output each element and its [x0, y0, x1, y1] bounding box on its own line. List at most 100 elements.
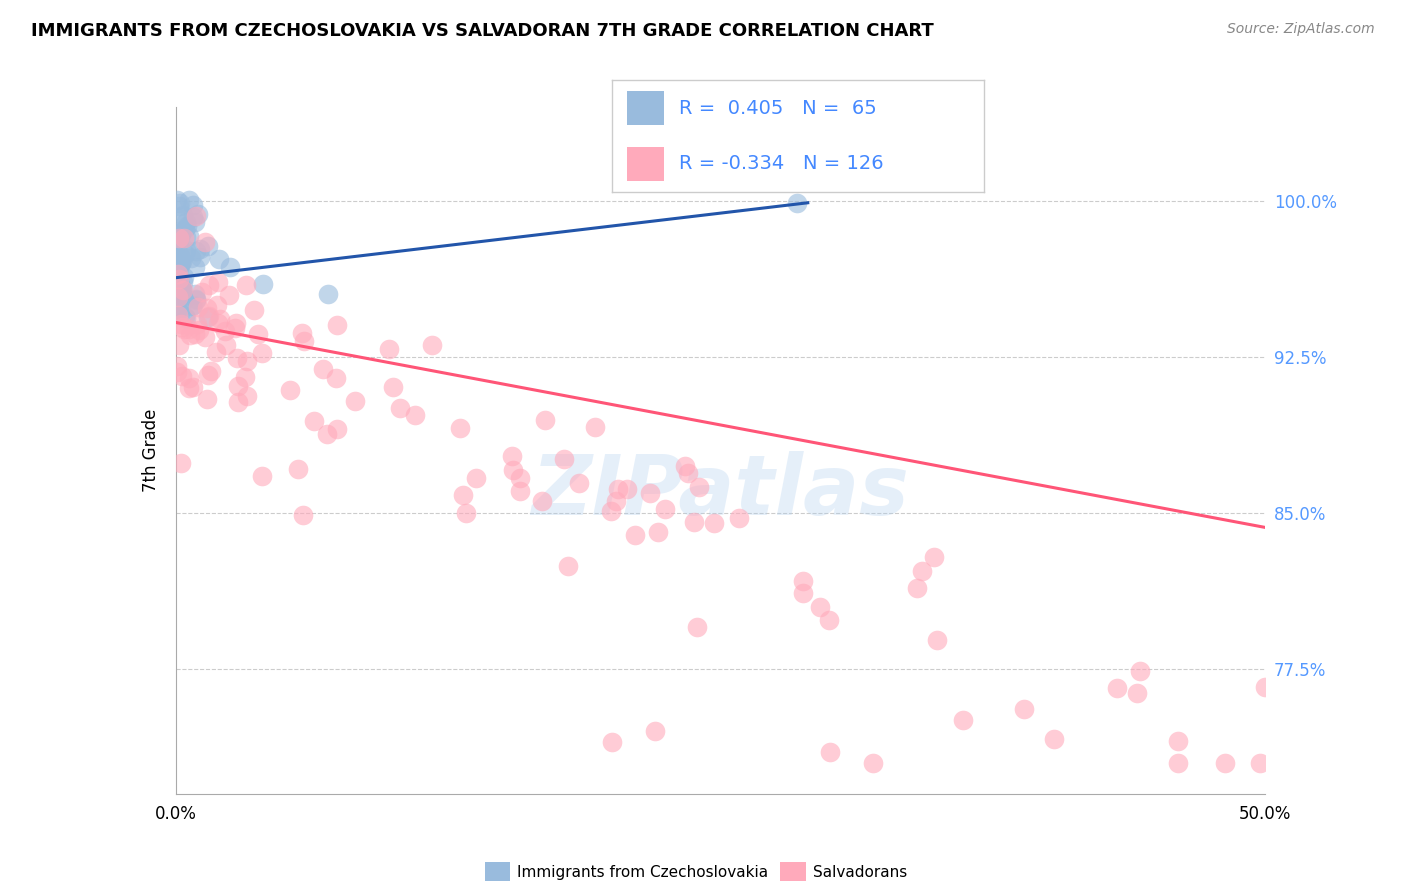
Point: [172, 289, 194, 303]
Point: [172, 283, 194, 297]
Point: [167, 230, 190, 244]
Point: [252, 277, 274, 291]
Point: [292, 334, 315, 348]
Point: [225, 316, 247, 330]
Point: [169, 306, 191, 320]
Point: [179, 327, 201, 342]
Point: [792, 585, 814, 599]
Point: [197, 368, 219, 382]
Point: [167, 235, 190, 249]
Point: [209, 311, 232, 326]
Text: Source: ZipAtlas.com: Source: ZipAtlas.com: [1227, 22, 1375, 37]
Point: [1213, 756, 1236, 770]
Point: [197, 239, 219, 253]
Point: [1129, 665, 1152, 679]
Point: [531, 494, 554, 508]
Point: [169, 257, 191, 271]
Point: [501, 449, 523, 463]
Point: [808, 600, 831, 615]
Point: [205, 298, 228, 312]
Point: [179, 381, 201, 395]
Point: [166, 365, 188, 379]
Point: [170, 317, 193, 331]
Point: [214, 324, 236, 338]
Point: [167, 338, 190, 352]
Point: [172, 319, 194, 334]
Point: [404, 408, 426, 422]
Point: [165, 232, 187, 246]
Point: [235, 277, 257, 292]
Point: [389, 401, 412, 416]
Point: [1125, 686, 1147, 700]
Point: [172, 208, 194, 222]
Point: [166, 359, 188, 373]
Point: [184, 293, 207, 307]
Point: [236, 353, 259, 368]
FancyBboxPatch shape: [627, 91, 664, 125]
Point: [197, 278, 219, 293]
Point: [291, 508, 314, 522]
Point: [194, 235, 217, 250]
Point: [605, 493, 627, 508]
Point: [509, 484, 531, 499]
Point: [568, 475, 591, 490]
Point: [167, 244, 190, 259]
Point: [184, 326, 207, 341]
Point: [169, 249, 191, 263]
Point: [647, 525, 669, 540]
Point: [315, 426, 337, 441]
Point: [302, 414, 325, 428]
Point: [927, 633, 949, 648]
Point: [170, 287, 193, 301]
Point: [170, 211, 193, 225]
Point: [585, 420, 607, 434]
Point: [167, 261, 190, 276]
Point: [179, 322, 201, 336]
Point: [166, 267, 188, 281]
Point: [181, 299, 204, 313]
Point: [654, 502, 676, 516]
Point: [170, 282, 193, 296]
Point: [703, 516, 725, 530]
Point: [184, 292, 207, 306]
Point: [170, 283, 193, 297]
Point: [326, 318, 349, 332]
Text: ZIPatlas: ZIPatlas: [531, 451, 910, 533]
Point: [165, 307, 187, 321]
Point: [1167, 756, 1189, 770]
Point: [172, 275, 194, 289]
Point: [325, 371, 347, 385]
Point: [208, 252, 231, 266]
Point: [195, 392, 218, 407]
Point: [172, 294, 194, 309]
Point: [187, 207, 209, 221]
Point: [686, 620, 709, 634]
Point: [553, 451, 575, 466]
Point: [905, 582, 928, 596]
Point: [243, 302, 266, 317]
Point: [165, 272, 187, 286]
Point: [173, 231, 195, 245]
Point: [624, 527, 647, 541]
Point: [922, 549, 945, 564]
Point: [173, 270, 195, 285]
Point: [502, 463, 524, 477]
Point: [606, 482, 628, 496]
Point: [218, 288, 240, 302]
Point: [170, 256, 193, 270]
Text: R = -0.334   N = 126: R = -0.334 N = 126: [679, 154, 883, 173]
Point: [187, 300, 209, 314]
Point: [233, 369, 256, 384]
FancyBboxPatch shape: [627, 147, 664, 180]
Point: [236, 389, 259, 403]
Point: [167, 285, 190, 299]
Point: [167, 199, 190, 213]
Point: [204, 344, 226, 359]
Point: [377, 342, 399, 356]
Point: [198, 310, 221, 324]
Text: R =  0.405   N =  65: R = 0.405 N = 65: [679, 99, 876, 118]
Point: [225, 351, 247, 365]
Point: [166, 301, 188, 316]
Point: [1107, 681, 1129, 695]
Point: [728, 510, 751, 524]
